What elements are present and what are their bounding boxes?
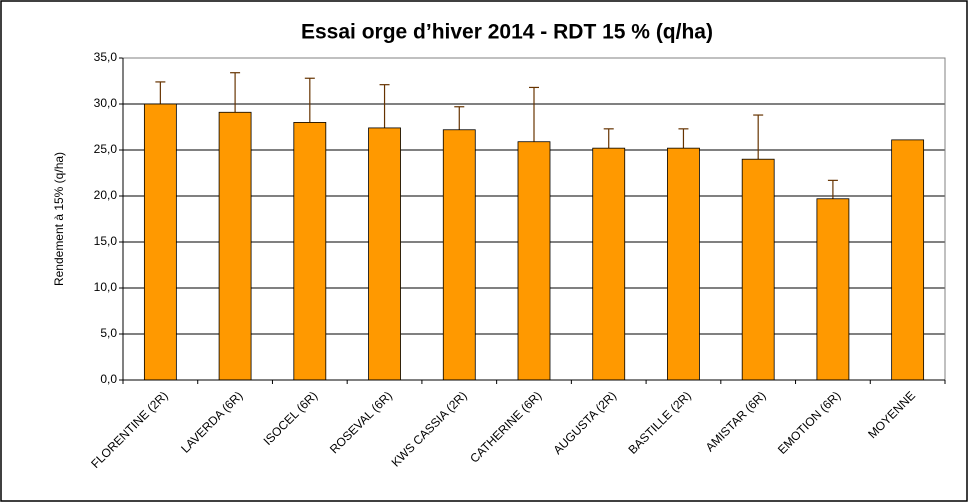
chart-title: Essai orge d’hiver 2014 - RDT 15 % (q/ha… bbox=[301, 21, 713, 44]
y-tick-label: 5,0 bbox=[100, 326, 117, 340]
bar bbox=[891, 139, 925, 381]
bar bbox=[667, 147, 700, 381]
y-tick-label: 25,0 bbox=[94, 142, 118, 156]
bar bbox=[741, 158, 775, 381]
y-tick-label: 35,0 bbox=[94, 50, 118, 64]
y-tick-label: 0,0 bbox=[100, 372, 117, 386]
bar bbox=[368, 127, 401, 381]
y-tick-label: 30,0 bbox=[94, 96, 118, 110]
bar bbox=[442, 129, 476, 381]
bar bbox=[218, 111, 252, 381]
y-tick-label: 20,0 bbox=[94, 188, 118, 202]
bar bbox=[517, 141, 551, 381]
y-tick-label: 15,0 bbox=[94, 234, 118, 248]
bar bbox=[592, 147, 626, 381]
y-tick-label: 10,0 bbox=[94, 280, 118, 294]
y-axis-label: Rendement à 15% (q/ha) bbox=[52, 152, 66, 286]
bar bbox=[143, 103, 177, 381]
bar bbox=[816, 198, 850, 381]
bar bbox=[293, 122, 327, 381]
